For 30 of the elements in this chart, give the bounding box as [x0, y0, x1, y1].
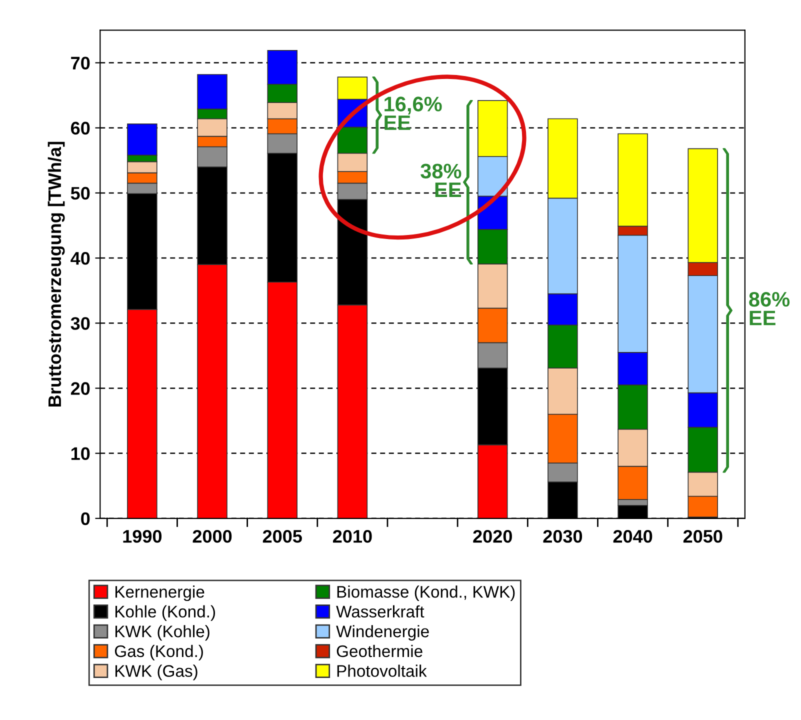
- y-tick-label: 40: [70, 252, 90, 265]
- x-tick-label: 2050: [683, 530, 722, 543]
- annotation: 16,6% EE: [384, 96, 442, 130]
- legend-label: Gas (Kond.): [114, 644, 203, 660]
- y-axis-title: Bruttostromerzeugung [TWh/a]: [48, 142, 65, 407]
- x-tick-label: 1990: [123, 530, 162, 543]
- legend-label: Biomasse (Kond., KWK): [337, 586, 515, 602]
- y-tick-label: 0: [81, 512, 90, 526]
- x-tick-label: 2010: [332, 530, 372, 543]
- y-tick-label: 20: [70, 382, 90, 395]
- legend-label: Kernenergie: [115, 586, 204, 602]
- x-tick-label: 2030: [543, 530, 582, 543]
- text: 86% EE: [749, 292, 790, 326]
- legend-label: Kohle (Kond.): [115, 605, 215, 621]
- x-tick-label: 2040: [613, 530, 652, 543]
- legend-label: Photovoltaik: [337, 664, 427, 677]
- x-tick-label: 2005: [262, 530, 302, 543]
- y-tick-label: 50: [70, 186, 90, 200]
- annotation: 38% EE: [420, 164, 462, 197]
- x-tick-label: 2020: [473, 530, 512, 543]
- y-tick-label: 30: [70, 317, 90, 330]
- x-tick-label: 2000: [192, 530, 232, 543]
- y-tick-label: 60: [70, 122, 90, 135]
- legend-label: Geothermie: [336, 644, 422, 658]
- y-tick-label: 70: [71, 56, 90, 70]
- legend-label: Windenergie: [336, 625, 429, 641]
- legend-label: KWK (Gas): [115, 664, 198, 680]
- y-tick-label: 10: [71, 447, 90, 460]
- legend-label: Wasserkraft: [336, 605, 424, 618]
- legend-label: KWK (Kohle): [115, 625, 210, 641]
